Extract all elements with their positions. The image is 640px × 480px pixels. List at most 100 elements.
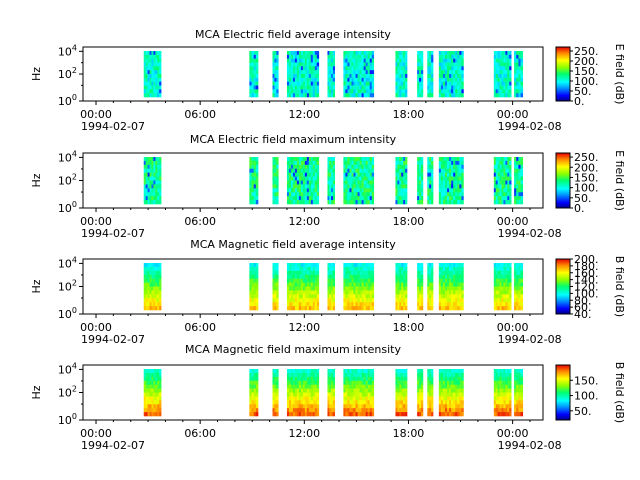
heatmap-cell <box>143 184 146 189</box>
heatmap-cell <box>292 160 296 166</box>
heatmap-cell <box>327 388 330 393</box>
heatmap-cell <box>274 396 277 401</box>
heatmap-cell <box>351 412 354 417</box>
heatmap-cell <box>429 74 432 79</box>
heatmap-cell <box>310 286 314 291</box>
heatmap-cell <box>302 51 306 56</box>
heatmap-cell <box>329 74 332 79</box>
heatmap-cell <box>514 404 517 409</box>
heatmap-cell <box>272 160 275 166</box>
heatmap-cell <box>367 270 371 276</box>
heatmap-cell <box>153 157 156 162</box>
heatmap-cell <box>316 408 320 413</box>
heatmap-cell <box>427 184 430 189</box>
heatmap-cell <box>249 77 252 82</box>
heatmap-cell <box>438 274 442 279</box>
heatmap-cell <box>429 192 432 197</box>
heatmap-cell <box>155 290 158 295</box>
heatmap-cell <box>501 384 504 389</box>
heatmap-cell <box>499 93 502 98</box>
heatmap-cell <box>298 408 302 413</box>
heatmap-cell <box>255 93 259 98</box>
heatmap-cell <box>155 70 158 75</box>
heatmap-cell <box>447 51 450 56</box>
heatmap-cell <box>455 93 458 98</box>
heatmap-cell <box>249 274 252 279</box>
heatmap-cell <box>331 66 334 71</box>
heatmap-cell <box>499 266 502 272</box>
heatmap-cell <box>357 188 360 193</box>
heatmap-cell <box>363 200 366 205</box>
heatmap-cell <box>459 286 462 291</box>
heatmap-cell <box>514 62 517 67</box>
heatmap-cell <box>419 412 422 417</box>
heatmap-cell <box>312 54 316 59</box>
heatmap-cell <box>449 164 452 170</box>
heatmap-cell <box>447 164 450 170</box>
heatmap-cell <box>327 282 330 287</box>
heatmap-cell <box>357 66 360 71</box>
heatmap-cell <box>371 396 375 401</box>
heatmap-cell <box>459 270 462 276</box>
heatmap-cell <box>505 184 508 189</box>
heatmap-cell <box>438 384 442 389</box>
heatmap-cell <box>457 306 460 311</box>
heatmap-cell <box>403 89 406 94</box>
heatmap-cell <box>459 298 462 303</box>
heatmap-cell <box>310 266 314 272</box>
heatmap-cell <box>442 164 446 170</box>
heatmap-cell <box>302 74 306 79</box>
y-tick-label: 102 <box>58 66 77 81</box>
heatmap-cell <box>157 172 160 177</box>
heatmap-cell <box>505 74 508 79</box>
heatmap-cell <box>419 54 422 59</box>
heatmap-cell <box>457 270 460 276</box>
heatmap-cell <box>371 77 375 82</box>
heatmap-cell <box>371 93 375 98</box>
heatmap-cell <box>451 298 454 303</box>
heatmap-cell <box>351 369 354 374</box>
heatmap-cell <box>300 380 304 385</box>
heatmap-cell <box>365 196 368 201</box>
heatmap-cell <box>159 388 162 393</box>
heatmap-cell <box>363 400 366 405</box>
heatmap-cell <box>255 85 259 90</box>
heatmap-cell <box>455 404 458 409</box>
heatmap-cell <box>421 157 424 162</box>
heatmap-cell <box>355 270 358 276</box>
heatmap-cell <box>438 51 442 56</box>
heatmap-cell <box>518 58 521 63</box>
heatmap-cell <box>455 157 458 162</box>
heatmap-cell <box>440 302 444 307</box>
heatmap-cell <box>505 302 508 307</box>
heatmap-cell <box>357 404 360 409</box>
heatmap-cell <box>153 66 156 71</box>
heatmap-cell <box>251 400 254 405</box>
heatmap-cell <box>451 278 454 283</box>
heatmap-cell <box>345 89 348 94</box>
heatmap-cell <box>461 81 464 86</box>
heatmap-cell <box>296 176 300 181</box>
heatmap-cell <box>157 392 160 397</box>
heatmap-cell <box>438 77 442 82</box>
heatmap-cell <box>459 164 462 170</box>
heatmap-cell <box>314 380 318 385</box>
heatmap-cell <box>145 54 148 59</box>
heatmap-cell <box>329 404 332 409</box>
heatmap-cell <box>310 388 314 393</box>
heatmap-cell <box>290 282 294 287</box>
heatmap-cell <box>300 77 304 82</box>
heatmap-cell <box>497 298 500 303</box>
heatmap-cell <box>353 184 356 189</box>
heatmap-cell <box>249 380 252 385</box>
heatmap-cell <box>363 392 366 397</box>
heatmap-cell <box>453 157 456 162</box>
heatmap-cell <box>367 286 371 291</box>
heatmap-cell <box>308 200 312 205</box>
heatmap-cell <box>429 54 432 59</box>
heatmap-cell <box>493 164 497 170</box>
heatmap-cell <box>272 81 275 86</box>
heatmap-cell <box>457 85 460 90</box>
heatmap-cell <box>286 306 290 311</box>
heatmap-cell <box>509 164 512 170</box>
